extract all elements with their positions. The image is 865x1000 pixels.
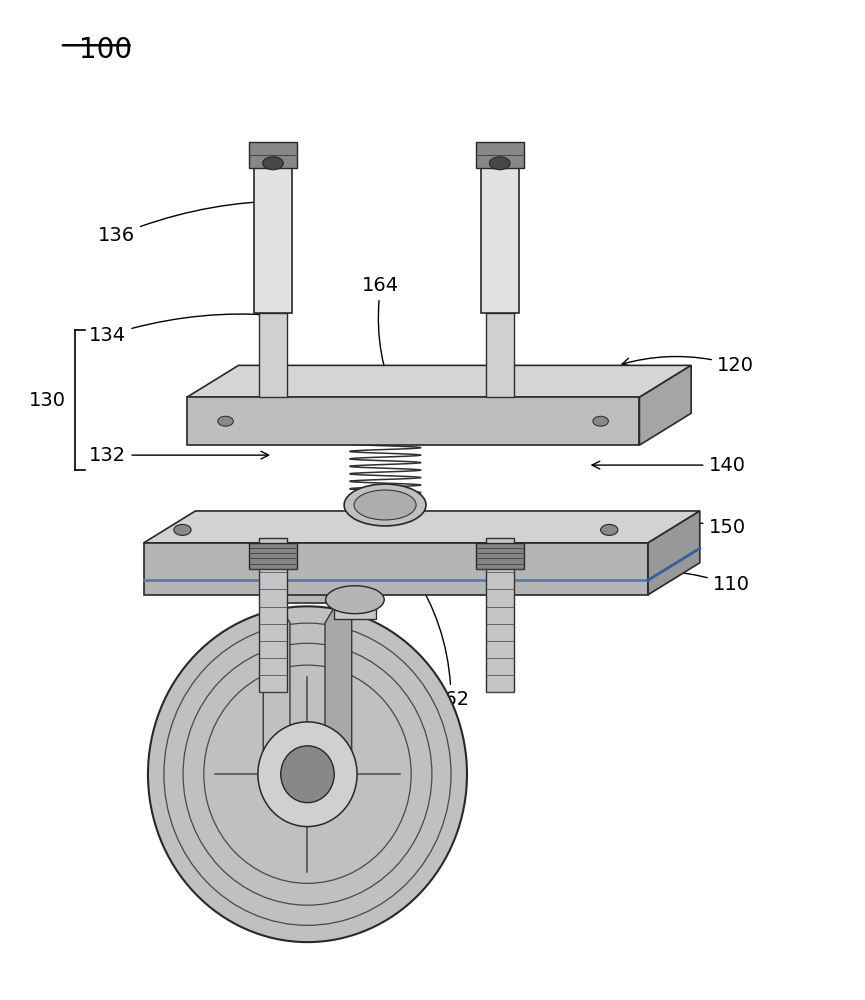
Bar — [260, 538, 287, 692]
Text: 120: 120 — [622, 356, 754, 375]
Bar — [334, 595, 375, 619]
Bar — [481, 168, 519, 313]
Polygon shape — [263, 578, 290, 793]
Polygon shape — [187, 365, 691, 397]
Text: 110: 110 — [622, 565, 750, 594]
Text: 130: 130 — [29, 391, 66, 410]
Text: 132: 132 — [89, 446, 269, 465]
Ellipse shape — [600, 524, 618, 535]
Text: 100: 100 — [79, 36, 132, 64]
Text: 164: 164 — [362, 276, 400, 401]
Text: 136: 136 — [98, 197, 286, 245]
Ellipse shape — [263, 157, 284, 170]
Polygon shape — [144, 543, 648, 595]
Ellipse shape — [325, 586, 384, 614]
Bar — [254, 168, 292, 313]
Text: 134: 134 — [89, 311, 273, 345]
Polygon shape — [648, 511, 700, 595]
Ellipse shape — [490, 157, 510, 170]
Bar — [249, 543, 298, 569]
Ellipse shape — [354, 490, 416, 520]
Ellipse shape — [258, 722, 357, 827]
Text: 162: 162 — [413, 573, 470, 709]
Ellipse shape — [593, 416, 608, 426]
Ellipse shape — [218, 416, 234, 426]
Bar — [486, 313, 514, 397]
Bar — [476, 142, 524, 168]
Ellipse shape — [344, 484, 426, 526]
Bar — [486, 538, 514, 692]
Bar — [476, 543, 524, 569]
Polygon shape — [249, 555, 366, 603]
Text: 140: 140 — [592, 456, 746, 475]
Ellipse shape — [281, 746, 334, 803]
Polygon shape — [639, 365, 691, 445]
Bar — [260, 313, 287, 397]
Ellipse shape — [174, 524, 191, 535]
Ellipse shape — [148, 606, 467, 942]
Polygon shape — [325, 578, 352, 793]
Polygon shape — [187, 397, 639, 445]
Polygon shape — [144, 511, 700, 543]
Text: 150: 150 — [609, 518, 746, 537]
Bar — [249, 142, 298, 168]
